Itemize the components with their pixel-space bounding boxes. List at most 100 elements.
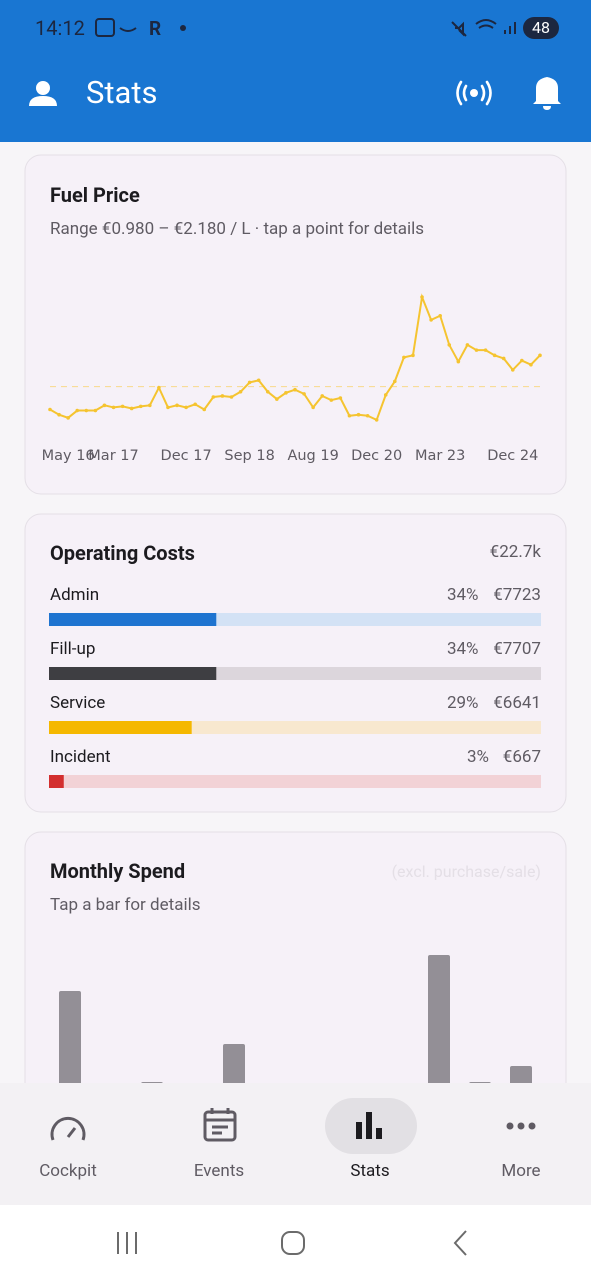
- price-point: [220, 394, 225, 398]
- price-point: [383, 393, 388, 397]
- price-point: [247, 380, 252, 385]
- nav-label[interactable]: More: [501, 1161, 541, 1181]
- price-point: [456, 359, 461, 364]
- cost-amount: €7707: [493, 639, 541, 659]
- card-subtitle: Tap a bar for details: [50, 895, 201, 915]
- x-tick-label: Dec 20: [351, 448, 402, 464]
- x-tick-label: May 16: [42, 448, 95, 464]
- card-title: Monthly Spend: [50, 859, 186, 883]
- price-point: [311, 405, 315, 410]
- app-bar-bg: [0, 0, 591, 142]
- x-tick-label: Mar 17: [88, 448, 138, 464]
- app-title: Stats: [86, 74, 158, 111]
- price-point: [529, 362, 533, 367]
- price-point: [111, 405, 116, 410]
- price-point: [256, 378, 261, 383]
- price-point: [175, 403, 179, 408]
- cost-name: Service: [50, 693, 106, 713]
- card-subtitle: Range €0.980 – €2.180 / L · tap a point …: [50, 219, 425, 239]
- price-point: [193, 402, 197, 407]
- price-point: [374, 418, 379, 422]
- price-point: [365, 413, 370, 418]
- price-point: [501, 356, 506, 361]
- stats-icon: [356, 1112, 382, 1139]
- status-carrier: R: [149, 17, 162, 40]
- price-point: [520, 358, 524, 363]
- price-point: [483, 348, 488, 352]
- x-tick-label: Mar 23: [415, 448, 465, 464]
- price-point: [84, 408, 89, 413]
- cost-percent: 3%: [466, 747, 489, 767]
- status-dot: [180, 25, 186, 31]
- price-point: [93, 408, 98, 413]
- cost-bar: [49, 613, 217, 626]
- price-point: [447, 343, 452, 347]
- price-point: [184, 405, 188, 410]
- cost-name: Admin: [50, 585, 100, 605]
- antenna-icon: [456, 80, 492, 106]
- price-point: [120, 404, 125, 409]
- cost-amount: €667: [502, 747, 541, 767]
- nav-icons: [50, 1108, 237, 1142]
- price-point: [229, 395, 234, 399]
- price-point: [211, 395, 216, 399]
- cost-name: Incident: [50, 747, 111, 767]
- card-title: Fuel Price: [50, 183, 140, 207]
- price-point: [57, 412, 61, 417]
- system-nav-icons[interactable]: [117, 1230, 467, 1256]
- cost-percent: 29%: [446, 693, 479, 713]
- price-point: [166, 405, 170, 410]
- price-point: [474, 348, 479, 352]
- fuel-card: [24, 154, 567, 495]
- costs-card: [24, 513, 567, 813]
- card-title: Operating Costs: [50, 541, 195, 565]
- price-point: [265, 389, 270, 394]
- x-tick-label: Dec 24: [487, 448, 538, 464]
- x-tick-label: Dec 17: [161, 448, 212, 464]
- price-point: [429, 318, 433, 322]
- price-point: [320, 394, 325, 398]
- price-point: [293, 387, 297, 392]
- status-icons: [95, 18, 516, 37]
- price-point: [510, 368, 515, 372]
- price-point: [48, 407, 52, 412]
- more-icon: [506, 1122, 536, 1130]
- status-time: 14:12: [35, 16, 85, 40]
- battery: [523, 17, 559, 39]
- cost-bar: [49, 775, 64, 788]
- price-point: [402, 355, 406, 360]
- cost-amount: €7723: [493, 585, 541, 605]
- price-point: [129, 406, 134, 411]
- price-point: [438, 313, 442, 318]
- cost-percent: 34%: [446, 639, 479, 659]
- nav-label[interactable]: Events: [193, 1161, 245, 1181]
- battery-level: 48: [532, 18, 550, 37]
- price-point: [75, 408, 80, 413]
- price-point: [465, 343, 470, 347]
- price-point: [347, 413, 352, 418]
- card-note: (excl. purchase/sale): [391, 862, 541, 881]
- nav-label[interactable]: Cockpit: [39, 1161, 97, 1181]
- app-icons: [29, 77, 561, 110]
- price-point: [329, 398, 334, 402]
- price-point: [411, 353, 415, 358]
- price-point: [238, 389, 243, 394]
- x-tick-label: Aug 19: [287, 448, 338, 464]
- price-point: [338, 396, 343, 400]
- price-point: [356, 412, 361, 417]
- price-point: [420, 295, 424, 299]
- cost-percent: 34%: [446, 585, 479, 605]
- price-point: [138, 404, 143, 409]
- cost-bar: [49, 721, 192, 734]
- price-point: [284, 391, 288, 395]
- costs-total: €22.7k: [489, 542, 541, 562]
- price-point: [393, 379, 397, 384]
- cost-bar: [49, 667, 217, 680]
- nav-label[interactable]: Stats: [350, 1161, 390, 1181]
- price-point: [302, 392, 306, 396]
- system-nav: [0, 1205, 591, 1280]
- price-point: [202, 407, 207, 412]
- x-tick-label: Sep 18: [224, 448, 274, 464]
